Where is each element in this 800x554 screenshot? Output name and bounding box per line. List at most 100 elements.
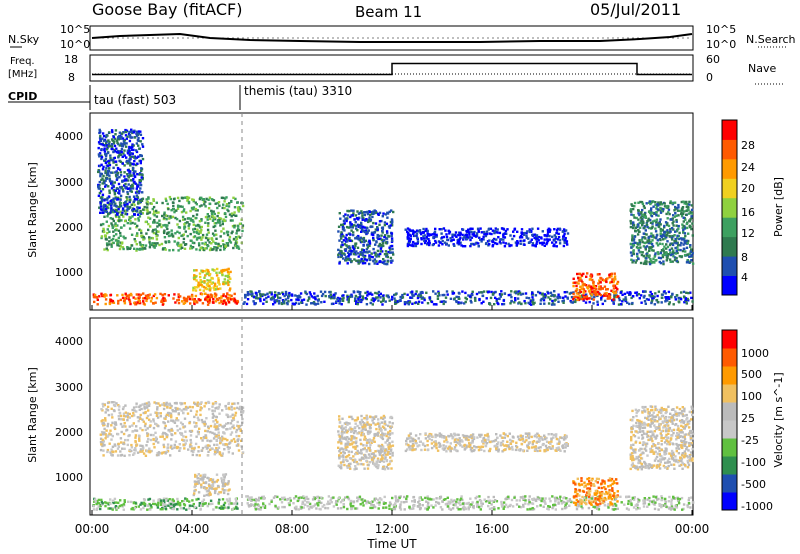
scatter-cell [215,285,218,288]
scatter-cell [133,409,136,412]
scatter-cell [357,212,361,215]
scatter-cell [120,219,123,222]
scatter-cell [100,156,104,159]
scatter-cell [111,210,115,214]
scatter-cell [457,291,461,295]
scatter-cell [117,302,120,305]
scatter-cell [339,249,342,253]
scatter-cell [406,293,409,296]
scatter-cell [140,407,143,411]
scatter-cell [212,225,215,229]
scatter-cell [131,424,134,427]
scatter-cell [213,491,217,495]
scatter-cell [225,498,229,501]
scatter-cell [182,210,185,213]
scatter-cell [556,297,560,300]
scatter-cell [574,289,578,293]
scatter-cell [640,200,644,204]
scatter-cell [631,226,635,230]
scatter-cell [103,150,107,153]
scatter-cell [431,243,434,247]
scatter-cell [212,286,215,289]
scatter-cell [361,237,364,240]
scatter-cell [100,223,103,226]
scatter-cell [290,298,293,302]
power-ytick-2000: 2000 [55,221,83,234]
scatter-cell [146,210,149,213]
scatter-cell [352,248,356,251]
scatter-cell [138,190,141,193]
scatter-cell [493,231,496,235]
scatter-cell [434,292,437,295]
scatter-cell [379,247,383,250]
scatter-cell [630,210,633,213]
scatter-cell [126,247,129,251]
scatter-cell [376,228,379,231]
scatter-cell [111,450,114,453]
scatter-cell [123,421,126,425]
scatter-cell [434,227,437,231]
scatter-cell [200,437,203,440]
scatter-cell [212,414,215,418]
scatter-cell [361,228,364,231]
scatter-cell [605,291,608,295]
scatter-cell [610,289,613,292]
scatter-cell [102,421,105,425]
scatter-cell [337,299,340,302]
scatter-cell [140,231,143,235]
scatter-cell [381,231,384,234]
scatter-cell [105,242,109,245]
scatter-cell [168,501,171,504]
scatter-cell [463,236,466,239]
scatter-cell [116,433,120,436]
scatter-cell [444,296,448,299]
scatter-cell [639,250,642,254]
scatter-cell [110,438,113,441]
scatter-cell [427,237,430,241]
scatter-cell [630,254,633,257]
scatter-cell [443,241,447,244]
scatter-cell [432,303,436,306]
scatter-cell [690,254,693,258]
scatter-cell [565,241,568,245]
scatter-cell [102,207,105,210]
scatter-cell [221,220,224,223]
scatter-cell [603,285,607,288]
scatter-cell [631,295,635,298]
scatter-cell [608,276,611,279]
scatter-cell [686,260,690,264]
scatter-cell [408,233,411,237]
scatter-cell [380,238,384,242]
scatter-cell [100,292,103,295]
scatter-cell [543,293,547,296]
scatter-cell [130,233,134,236]
scatter-cell [669,253,673,257]
scatter-cell [668,212,671,216]
scatter-cell [286,297,290,300]
scatter-cell [369,292,372,296]
scatter-cell [129,164,132,167]
scatter-cell [290,293,294,296]
scatter-cell [415,290,418,293]
scatter-cell [657,214,660,217]
scatter-cell [302,298,306,301]
scatter-cell [341,223,345,227]
scatter-cell [132,163,136,166]
scatter-cell [681,206,685,209]
scatter-cell [655,242,658,245]
scatter-cell [637,257,640,260]
scatter-cell [665,205,669,208]
scatter-cell [139,199,143,202]
scatter-cell [345,238,348,241]
scatter-cell [120,213,124,216]
scatter-cell [122,412,126,415]
scatter-cell [366,243,369,247]
scatter-cell [525,231,528,235]
scatter-cell [648,226,651,230]
scatter-cell [543,238,546,241]
scatter-cell [354,221,357,224]
scatter-cell [155,238,159,241]
scatter-cell [356,252,359,255]
scatter-cell [231,230,234,233]
scatter-cell [220,300,223,303]
